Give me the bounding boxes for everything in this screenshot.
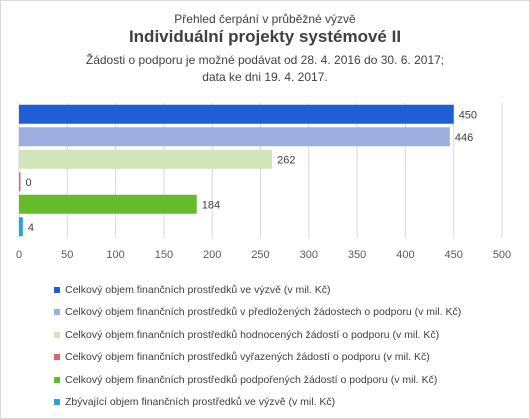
bar-4 <box>19 194 197 214</box>
legend-swatch-1 <box>54 309 60 316</box>
bar-0 <box>19 104 454 124</box>
data-label-5: 4 <box>28 222 34 234</box>
x-tick-label-6: 300 <box>300 249 318 261</box>
x-tick-label-9: 450 <box>445 249 463 261</box>
legend-swatch-4 <box>54 376 60 383</box>
data-label-0: 450 <box>459 109 477 121</box>
legend-swatch-3 <box>54 354 60 361</box>
x-tick-label-4: 200 <box>203 249 221 261</box>
legend-label-4: Celkový objem finančních prostředků podp… <box>65 373 438 386</box>
legend-label-5: Zbývající objem finančních prostředků ve… <box>65 395 336 408</box>
legend-label-3: Celkový objem finančních prostředků vyřa… <box>65 351 430 364</box>
bar-1 <box>19 127 450 147</box>
x-tick-label-2: 100 <box>106 249 124 261</box>
x-tick-label-1: 50 <box>61 249 73 261</box>
chart-date: data ke dni 19. 4. 2017. <box>202 70 328 84</box>
legend-label-2: Celkový objem finančních prostředků hodn… <box>65 328 440 341</box>
legend-swatch-5 <box>54 398 60 405</box>
x-tick-label-0: 0 <box>16 249 22 261</box>
data-label-2: 262 <box>277 154 295 166</box>
x-tick-label-3: 150 <box>155 249 173 261</box>
data-label-4: 184 <box>202 199 220 211</box>
chart-pretitle: Přehled čerpání v průběžné výzvě <box>174 12 356 26</box>
x-tick-label-7: 350 <box>348 249 366 261</box>
chart-subtitle: Žádosti o podporu je možné podávat od 28… <box>85 53 445 67</box>
bar-3 <box>19 172 21 192</box>
legend-label-0: Celkový objem finančních prostředků ve v… <box>65 284 331 296</box>
chart-title: Individuální projekty systémové II <box>128 27 402 46</box>
data-label-3: 0 <box>26 177 32 189</box>
legend-swatch-0 <box>54 287 60 293</box>
legend-swatch-2 <box>54 331 60 338</box>
legend-label-1: Celkový objem finančních prostředků v př… <box>65 306 462 319</box>
data-label-1: 446 <box>455 132 473 144</box>
bar-5 <box>19 217 23 237</box>
x-tick-label-8: 400 <box>396 249 414 261</box>
x-tick-label-5: 250 <box>251 249 269 261</box>
bar-2 <box>19 149 273 169</box>
x-tick-label-10: 500 <box>493 249 511 261</box>
